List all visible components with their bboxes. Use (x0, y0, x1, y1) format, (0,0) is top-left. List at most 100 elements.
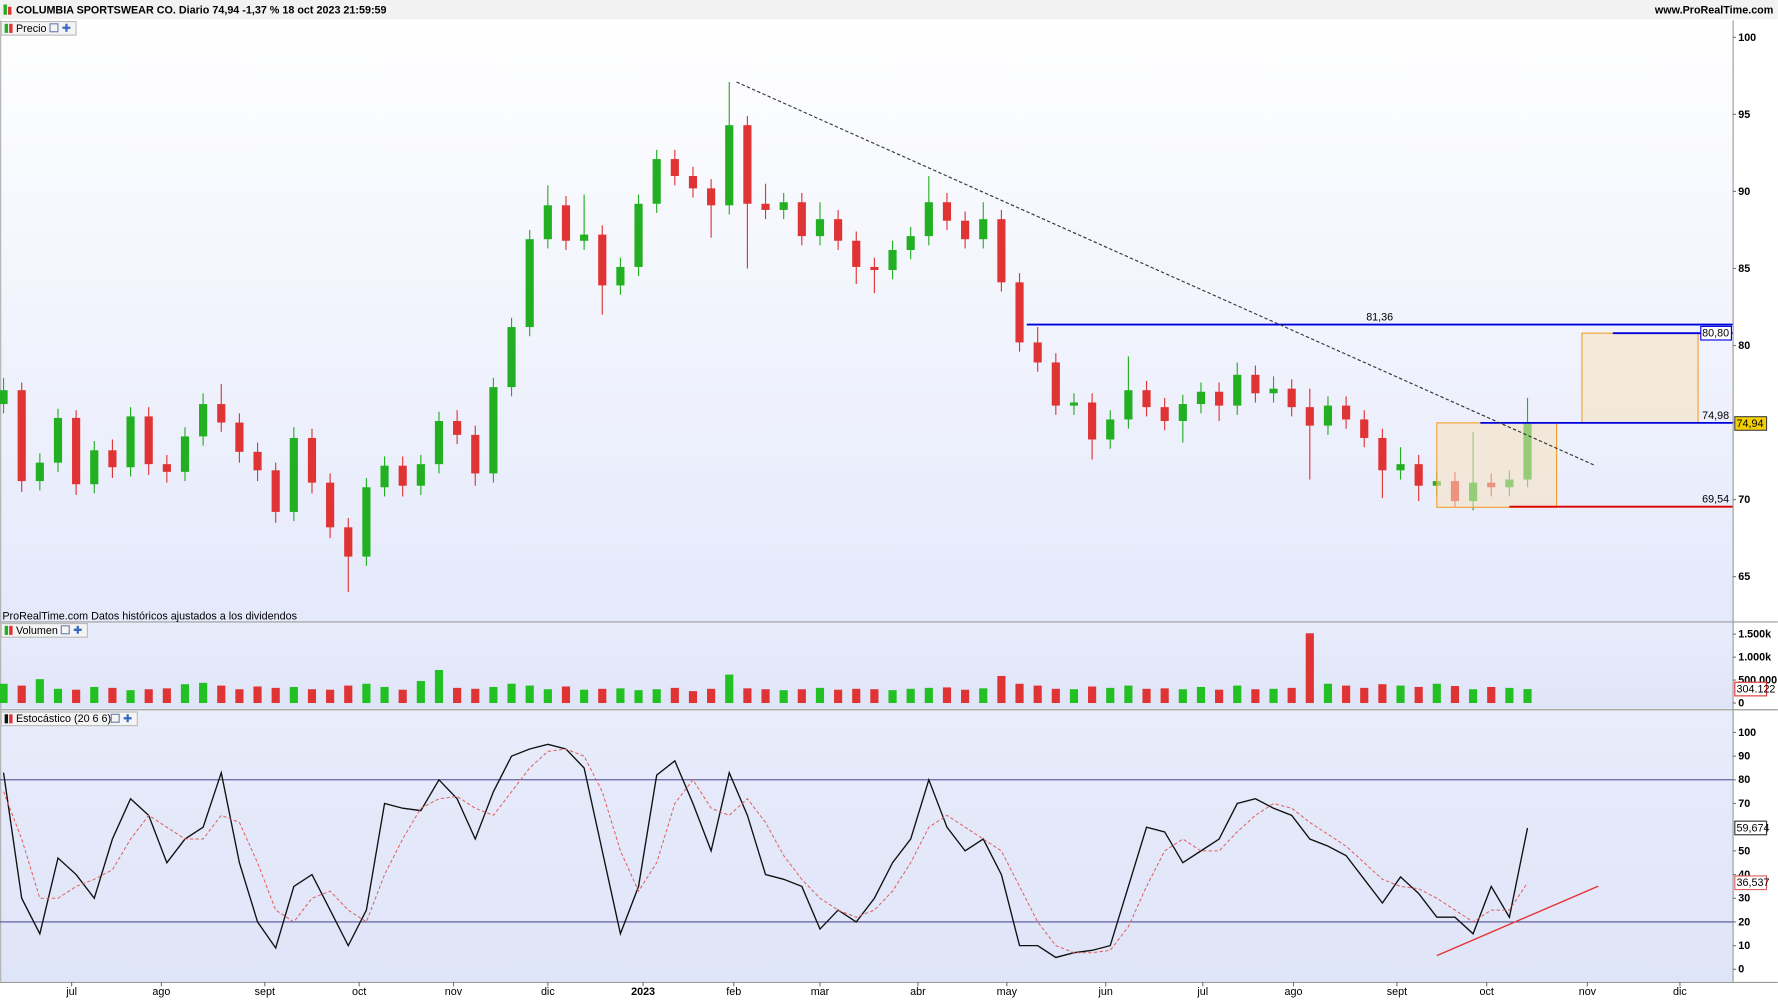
candle-body (1088, 402, 1097, 440)
value-label: 36,537 (1737, 877, 1770, 889)
volume-bar (253, 686, 262, 704)
volume-bar (761, 689, 770, 704)
panel-title: Precio (16, 23, 47, 35)
volume-bar (507, 683, 516, 704)
volume-bar (1269, 688, 1278, 704)
volume-bar (0, 683, 8, 704)
volume-bar (1360, 687, 1369, 704)
volume-bar (815, 687, 825, 704)
volume-bar (289, 686, 298, 704)
volume-bar (1088, 686, 1097, 704)
volume-bar (35, 679, 44, 704)
zone-box (1581, 332, 1699, 424)
y-tick-label: 95 (1738, 109, 1750, 121)
volume-bar (307, 689, 317, 704)
candle-body (326, 482, 335, 528)
header-icon (3, 4, 7, 15)
value-label-box (1734, 681, 1768, 697)
volume-bar (1414, 686, 1423, 704)
volume-bar (72, 689, 81, 704)
stochastic-line (2, 743, 1529, 959)
trend-line (1436, 885, 1599, 957)
level-label: 81,36 (1366, 312, 1393, 324)
candle-body (652, 159, 661, 204)
x-tick-label: dic (541, 986, 555, 998)
candle-body (289, 437, 298, 512)
volume-bar (616, 688, 625, 704)
volume-bar (199, 682, 208, 704)
volume-bar (779, 690, 788, 704)
candle-body (1215, 391, 1224, 406)
candle-body (1142, 390, 1151, 408)
candle-body (53, 417, 63, 463)
volume-bar (489, 686, 498, 704)
volume-bar (217, 685, 226, 704)
volume-bar (1251, 689, 1260, 704)
x-tick-label: sept (255, 986, 275, 998)
volume-bar (561, 686, 571, 704)
candle-body (144, 416, 153, 465)
y-tick-label: 70 (1738, 798, 1750, 810)
label-icon (9, 714, 13, 724)
x-tick-label: nov (445, 986, 463, 998)
value-label: 59,674 (1737, 822, 1770, 834)
panel-title: Volumen (16, 625, 58, 637)
volume-bar (180, 684, 190, 704)
candle-body (707, 188, 716, 206)
candle-body (271, 470, 280, 512)
volume-bar (162, 688, 171, 704)
header-title: COLUMBIA SPORTSWEAR CO. Diario 74,94 -1,… (16, 5, 387, 17)
volume-bar (652, 689, 661, 704)
panel-title: Estocástico (20 6 6) (16, 713, 111, 725)
y-tick-label: 65 (1738, 571, 1750, 583)
volume-bar (1505, 687, 1514, 704)
volume-bar (1142, 688, 1151, 704)
y-tick-label: 1.000k (1738, 652, 1771, 664)
candle-body (1124, 390, 1133, 420)
trend-line (736, 81, 1596, 467)
candle-body (362, 487, 371, 557)
candle-body (906, 236, 915, 250)
stochastic-panel (0, 710, 1733, 982)
volume-bar (1305, 633, 1314, 704)
volume-bar (906, 688, 915, 704)
volume-bar (53, 688, 63, 704)
header-bar (0, 0, 1778, 20)
candle-body (779, 202, 788, 210)
zone-box (1436, 422, 1558, 508)
candle-body (870, 266, 879, 271)
value-label-box (1734, 820, 1768, 836)
y-tick-label: 1.500k (1738, 629, 1771, 641)
x-tick-label: abr (910, 986, 926, 998)
candle-body (997, 219, 1006, 283)
settings-icon[interactable] (110, 713, 120, 723)
candle-body (1178, 404, 1187, 422)
volume-bar (870, 689, 879, 704)
volume-bar (1033, 685, 1042, 704)
y-tick-label: 70 (1738, 494, 1750, 506)
volume-bar (852, 688, 861, 704)
add-icon[interactable] (62, 23, 71, 32)
x-tick-label: jul (1196, 986, 1208, 998)
add-icon[interactable] (123, 714, 132, 723)
volume-bar (1233, 685, 1242, 704)
settings-icon[interactable] (60, 625, 70, 635)
volume-bar (1015, 683, 1024, 704)
candle-body (434, 421, 444, 465)
y-tick-label: 40 (1738, 869, 1750, 881)
volume-bar (1523, 689, 1532, 704)
candle-body (0, 390, 8, 405)
volume-bar (1124, 685, 1133, 704)
volume-bar (797, 689, 806, 704)
volume-bar (416, 680, 425, 704)
x-tick-label: ago (1285, 986, 1303, 998)
add-icon[interactable] (73, 625, 82, 634)
candle-body (35, 462, 44, 482)
volume-bar (961, 689, 970, 704)
candle-body (1287, 388, 1296, 408)
settings-icon[interactable] (49, 23, 59, 33)
volume-bar (398, 689, 407, 704)
candle-body (1269, 388, 1278, 394)
y-tick-label: 90 (1738, 751, 1750, 763)
